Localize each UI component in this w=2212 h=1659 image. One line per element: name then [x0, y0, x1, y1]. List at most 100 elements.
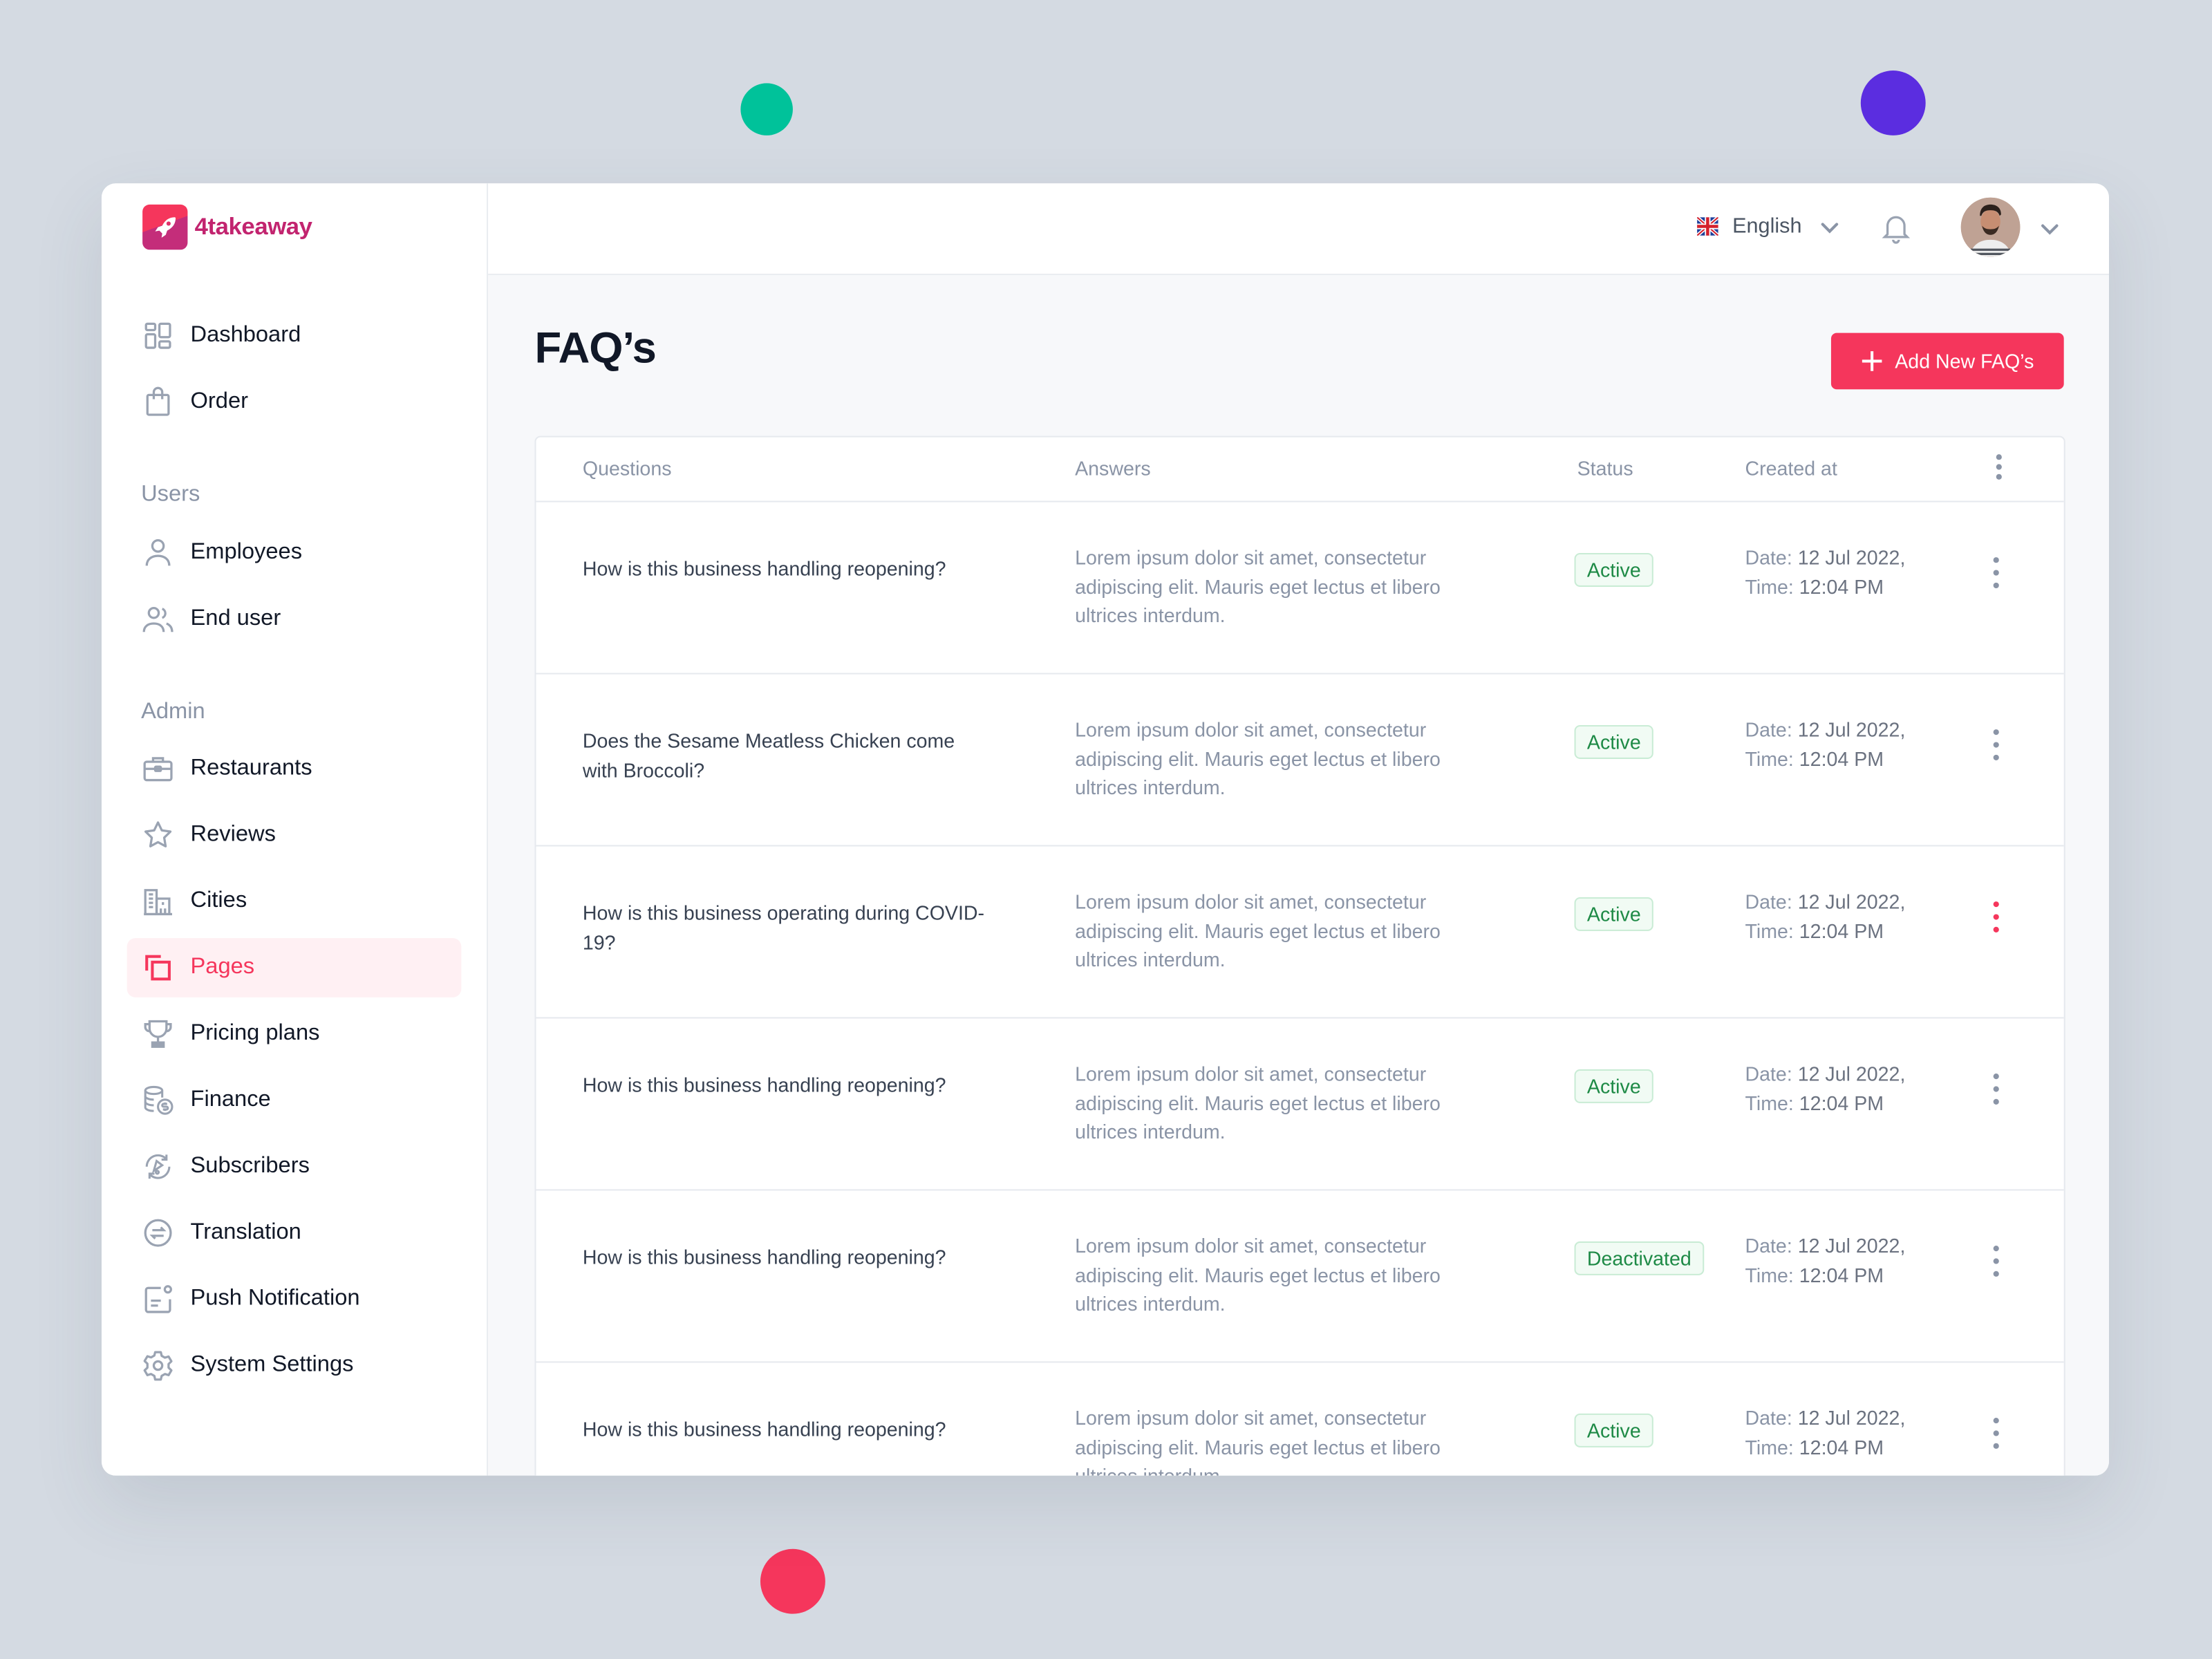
sidebar-item-label: Order: [190, 389, 248, 413]
status-badge: Active: [1574, 724, 1654, 759]
sidebar-item-pages[interactable]: Pages: [126, 938, 462, 997]
sidebar-item-finance[interactable]: Finance: [127, 1071, 462, 1130]
table-row: Does the Sesame Meatless Chicken come wi…: [536, 675, 2064, 847]
sidebar-item-end-user[interactable]: End user: [127, 590, 462, 649]
table-row: How is this business handling reopening?…: [536, 1018, 2064, 1191]
time-value: 12:04 PM: [1799, 1435, 1884, 1459]
column-header-answers[interactable]: Answers: [1075, 457, 1151, 480]
sidebar-item-label: Translation: [190, 1220, 301, 1244]
sidebar-item-reviews[interactable]: Reviews: [127, 805, 462, 865]
column-header-status[interactable]: Status: [1577, 457, 1633, 480]
sidebar-item-label: Finance: [190, 1087, 271, 1112]
section-label-admin: Admin: [141, 700, 205, 724]
sidebar-item-subscribers[interactable]: Subscribers: [127, 1137, 462, 1197]
sidebar-item-label: Employees: [190, 540, 303, 565]
status-badge: Deactivated: [1574, 1241, 1705, 1275]
coins-dollar-icon: [142, 1085, 174, 1116]
time-label: Time:: [1745, 919, 1794, 942]
sidebar-item-label: Restaurants: [190, 756, 312, 780]
chevron-down-icon: [1819, 215, 1841, 238]
avatar[interactable]: [1960, 197, 2021, 257]
notification-card-icon: [142, 1284, 174, 1315]
created-at: Date: 12 Jul 2022, Time: 12:04 PM: [1745, 1232, 1905, 1290]
date-value: 12 Jul 2022,: [1797, 545, 1906, 569]
logo-text: 4takeaway: [194, 213, 312, 240]
sidebar-item-label: Reviews: [190, 822, 276, 847]
date-value: 12 Jul 2022,: [1797, 718, 1906, 741]
faq-question: How is this business operating during CO…: [582, 901, 985, 954]
language-selector[interactable]: English: [1697, 214, 1841, 238]
date-value: 12 Jul 2022,: [1797, 1062, 1906, 1085]
date-value: 12 Jul 2022,: [1797, 1234, 1906, 1257]
user-menu-toggle[interactable]: [2038, 217, 2061, 240]
page-title: FAQ’s: [534, 323, 656, 373]
pages-icon: [142, 953, 174, 984]
status-badge: Active: [1574, 552, 1654, 587]
decorative-dot-pink: [760, 1548, 825, 1614]
time-label: Time:: [1745, 1091, 1794, 1114]
row-more-icon[interactable]: [1989, 901, 2003, 932]
column-header-questions[interactable]: Questions: [582, 457, 672, 480]
table-row: How is this business handling reopening?…: [536, 1190, 2064, 1363]
top-bar: English: [488, 183, 2109, 275]
sidebar-item-system-settings[interactable]: System Settings: [127, 1336, 462, 1396]
buildings-icon: [142, 886, 174, 917]
star-icon: [142, 820, 174, 851]
table-row: How is this business handling reopening?…: [536, 1362, 2064, 1476]
row-more-icon[interactable]: [1989, 729, 2003, 760]
faq-question: How is this business handling reopening?: [582, 1074, 946, 1096]
row-more-icon[interactable]: [1989, 1246, 2003, 1277]
date-label: Date:: [1745, 1406, 1792, 1430]
time-value: 12:04 PM: [1799, 1263, 1884, 1286]
decorative-dot-green: [740, 83, 793, 135]
gear-icon: [142, 1350, 174, 1381]
row-more-icon[interactable]: [1989, 1074, 2003, 1105]
rocket-logo-icon: [142, 204, 188, 250]
sidebar-item-label: Push Notification: [190, 1286, 360, 1311]
uk-flag-icon: [1697, 217, 1718, 236]
row-more-icon[interactable]: [1989, 1418, 2003, 1449]
notifications-button[interactable]: [1880, 212, 1911, 245]
faq-question: How is this business handling reopening?: [582, 557, 946, 580]
faq-question: How is this business handling reopening?: [582, 1418, 946, 1441]
created-at: Date: 12 Jul 2022, Time: 12:04 PM: [1745, 1060, 1905, 1118]
language-label: English: [1732, 214, 1802, 238]
table-header: Questions Answers Status Created at: [536, 438, 2064, 503]
date-value: 12 Jul 2022,: [1797, 1406, 1906, 1430]
time-label: Time:: [1745, 1435, 1794, 1459]
sidebar-item-restaurants[interactable]: Restaurants: [127, 739, 462, 798]
sidebar-item-cities[interactable]: Cities: [127, 872, 462, 931]
faq-answer: Lorem ipsum dolor sit amet, consectetur …: [1075, 1234, 1441, 1315]
sidebar-item-label: Cities: [190, 888, 247, 913]
user-icon: [142, 538, 174, 569]
sidebar: 4takeaway Dashboard Order Users Employee…: [101, 183, 489, 1476]
date-label: Date:: [1745, 890, 1792, 913]
add-new-faq-button[interactable]: Add New FAQ’s: [1830, 332, 2064, 390]
sidebar-item-label: Dashboard: [190, 323, 301, 348]
time-label: Time:: [1745, 1263, 1794, 1286]
date-value: 12 Jul 2022,: [1797, 890, 1906, 913]
faq-table: Questions Answers Status Created at How …: [534, 435, 2065, 1476]
logo[interactable]: 4takeaway: [142, 204, 312, 250]
column-header-created-at[interactable]: Created at: [1745, 457, 1837, 480]
dashboard-grid-icon: [142, 320, 174, 351]
date-label: Date:: [1745, 1234, 1792, 1257]
sidebar-item-label: System Settings: [190, 1353, 354, 1377]
sidebar-item-dashboard[interactable]: Dashboard: [127, 306, 462, 366]
chevron-down-icon: [2038, 217, 2061, 240]
row-more-icon[interactable]: [1989, 557, 2003, 589]
sidebar-item-push-notification[interactable]: Push Notification: [127, 1270, 462, 1329]
decorative-dot-purple: [1860, 71, 1926, 135]
faq-answer: Lorem ipsum dolor sit amet, consectetur …: [1075, 718, 1441, 799]
status-badge: Active: [1574, 1413, 1654, 1447]
sidebar-item-order[interactable]: Order: [127, 373, 462, 432]
created-at: Date: 12 Jul 2022, Time: 12:04 PM: [1745, 715, 1905, 774]
time-label: Time:: [1745, 574, 1794, 598]
sidebar-item-translation[interactable]: Translation: [127, 1203, 462, 1263]
sidebar-item-pricing-plans[interactable]: Pricing plans: [127, 1004, 462, 1064]
translate-arrows-icon: [142, 1217, 174, 1248]
sidebar-item-label: Subscribers: [190, 1154, 310, 1179]
sidebar-item-employees[interactable]: Employees: [127, 523, 462, 583]
time-value: 12:04 PM: [1799, 919, 1884, 942]
header-more-icon[interactable]: [1992, 454, 2006, 480]
